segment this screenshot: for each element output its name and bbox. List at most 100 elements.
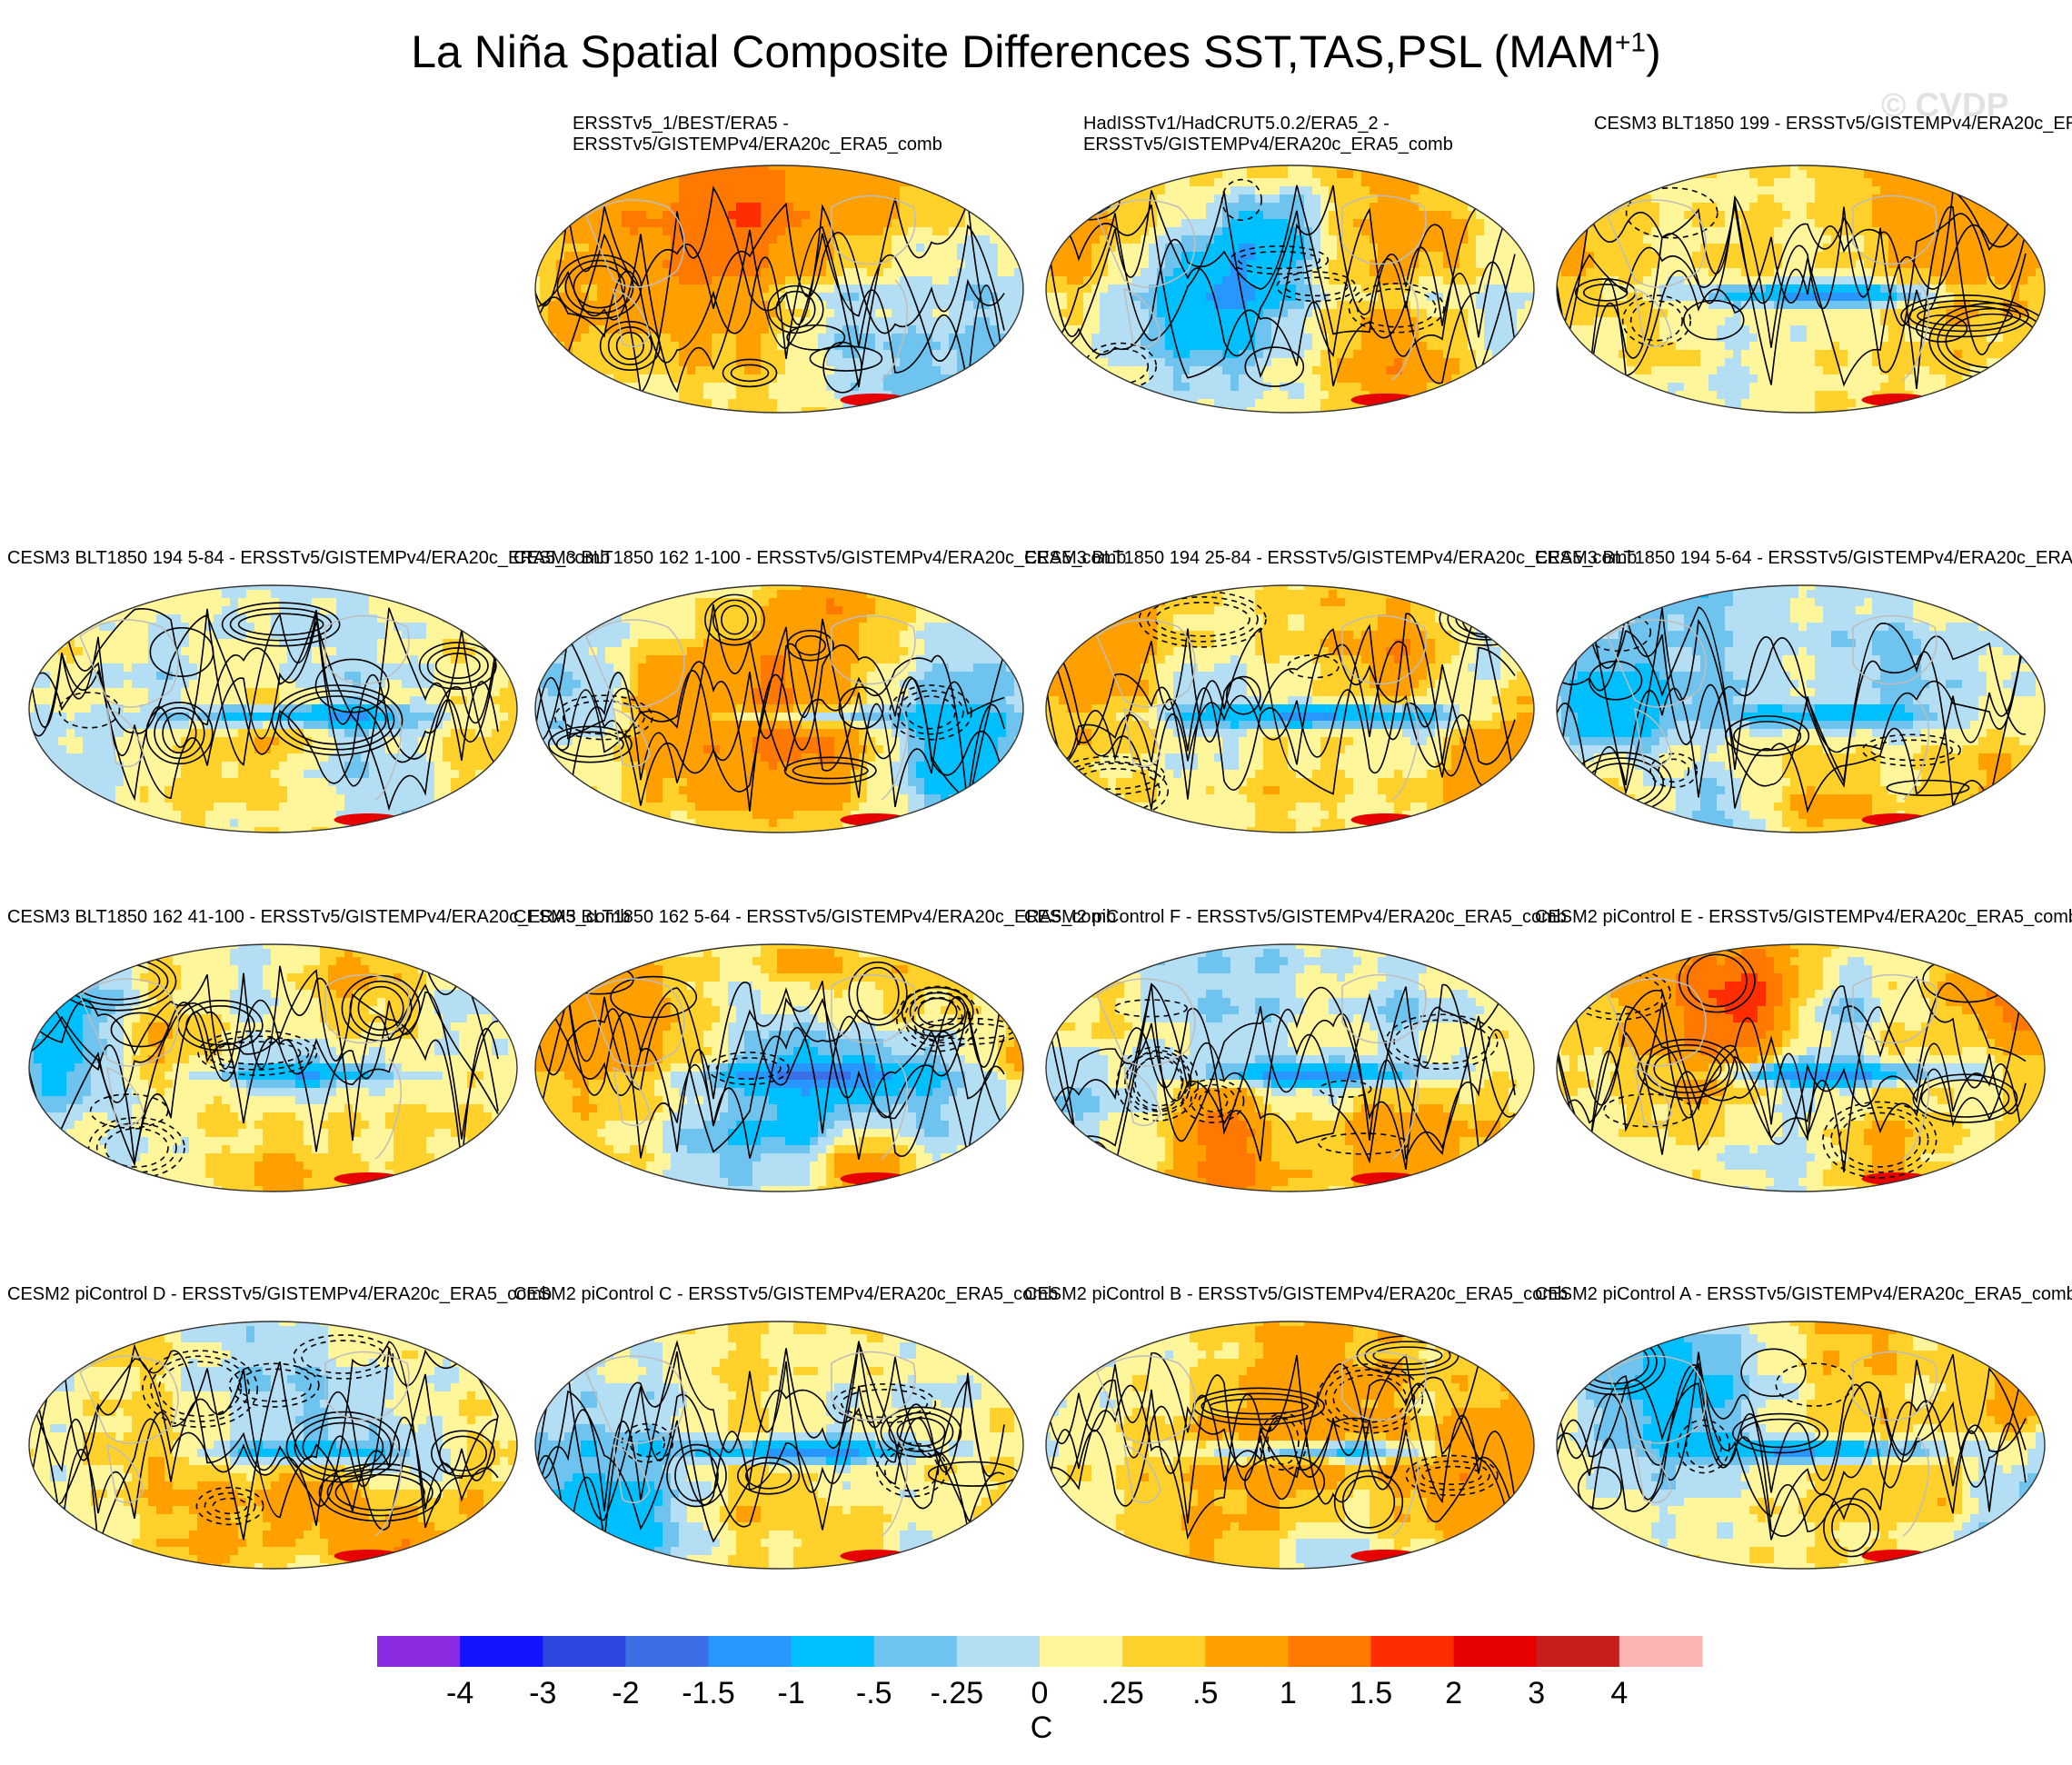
map-panel: [534, 1321, 1024, 1570]
coastlines: [585, 973, 916, 1160]
coastlines: [1607, 194, 1938, 381]
shaded-field: [1557, 585, 2045, 833]
panel-title: CESM2 piControl E - ERSSTv5/GISTEMPv4/ER…: [1535, 907, 2072, 927]
title-close: ): [1646, 26, 1661, 77]
colorbar-swatch: [1536, 1636, 1620, 1667]
coastlines: [79, 973, 410, 1160]
colorbar-swatch: [460, 1636, 543, 1667]
coastlines: [1096, 973, 1427, 1160]
colorbar-swatch: [1205, 1636, 1289, 1667]
colorbar-swatch: [1040, 1636, 1123, 1667]
title-superscript: +1: [1615, 27, 1646, 57]
shaded-field: [1557, 944, 2045, 1192]
colorbar-tick-label: -1.5: [682, 1676, 735, 1710]
colorbar-tick-label: 1.5: [1350, 1676, 1392, 1710]
colorbar-swatch: [543, 1636, 626, 1667]
colorbar-tick-label: 4: [1610, 1676, 1628, 1710]
colorbar-tick-label: -.5: [856, 1676, 892, 1710]
shaded-field: [1046, 165, 1534, 413]
colorbar-tick-label: -4: [446, 1676, 473, 1710]
panel-title: CESM2 piControl C - ERSSTv5/GISTEMPv4/ER…: [513, 1284, 1058, 1304]
map-panel: [534, 943, 1024, 1192]
shaded-field: [1046, 944, 1534, 1192]
watermark: © CVDP: [1881, 86, 2008, 125]
coastlines: [1607, 1351, 1938, 1537]
map-panel: [28, 1321, 518, 1570]
colorbar-tick-label: -1: [778, 1676, 805, 1710]
shaded-field: [1557, 165, 2045, 413]
coastlines: [1096, 614, 1427, 801]
shaded-field: [29, 944, 517, 1192]
coastlines: [585, 194, 916, 381]
shaded-field: [29, 585, 517, 833]
colorbar-tick-label: 1: [1280, 1676, 1297, 1710]
colorbar-swatch: [625, 1636, 709, 1667]
shaded-field: [535, 1321, 1023, 1569]
panel-title: CESM3 BLT1850 162 1-100 - ERSSTv5/GISTEM…: [513, 548, 1126, 568]
psl-contours: [29, 951, 499, 1179]
psl-contours: [1046, 968, 1516, 1170]
panel-title: CESM3 BLT1850 194 25-84 - ERSSTv5/GISTEM…: [1024, 548, 1637, 568]
colorbar-swatch: [1453, 1636, 1538, 1667]
coastlines: [1096, 1351, 1427, 1537]
colorbar-swatch: [1619, 1636, 1703, 1667]
colorbar-units: C: [1031, 1710, 1053, 1745]
shaded-field: [535, 944, 1023, 1192]
psl-contours: [1557, 606, 2027, 814]
coastlines: [79, 1351, 410, 1537]
colorbar-tick-label: 0: [1031, 1676, 1049, 1710]
map-panel: [28, 584, 518, 833]
panel-title: CESM2 piControl A - ERSSTv5/GISTEMPv4/ER…: [1535, 1284, 2072, 1304]
map-panel: [1045, 943, 1535, 1192]
panel-title: CESM3 BLT1850 194 5-64 - ERSSTv5/GISTEMP…: [1535, 548, 2072, 568]
panel-title: CESM2 piControl F - ERSSTv5/GISTEMPv4/ER…: [1024, 907, 1567, 927]
psl-contours: [1557, 948, 2027, 1179]
psl-contours: [535, 185, 1005, 394]
shaded-field: [1557, 1321, 2045, 1569]
colorbar-tick-label: .5: [1192, 1676, 1218, 1710]
panel-title: HadISSTv1/HadCRUT5.0.2/ERA5_2 -: [1083, 114, 1390, 134]
coastlines: [79, 614, 410, 801]
colorbar-swatch: [377, 1636, 461, 1667]
colorbar-tick-label: -2: [612, 1676, 639, 1710]
coastlines: [1607, 614, 1938, 801]
colorbar-swatch: [708, 1636, 792, 1667]
psl-contours: [1046, 1335, 1516, 1546]
psl-contours: [535, 1340, 1020, 1551]
shaded-field: [29, 1321, 517, 1569]
map-panel: [1045, 1321, 1535, 1570]
psl-contours: [29, 1334, 499, 1547]
colorbar-swatch: [1370, 1636, 1455, 1667]
colorbar-tick-label: .25: [1101, 1676, 1143, 1710]
map-panel: [28, 943, 518, 1192]
map-panel: [1556, 943, 2046, 1192]
map-panel: [1045, 165, 1535, 414]
colorbar-swatch: [1122, 1636, 1206, 1667]
psl-contours: [1557, 1328, 2027, 1558]
colorbar-swatch: [791, 1636, 875, 1667]
coastlines: [585, 1351, 916, 1537]
shaded-field: [535, 585, 1023, 833]
coastlines: [1607, 973, 1938, 1160]
panel-title: CESM2 piControl B - ERSSTv5/GISTEMPv4/ER…: [1024, 1284, 1568, 1304]
psl-contours: [29, 602, 499, 812]
panel-subtitle: ERSSTv5/GISTEMPv4/ERA20c_ERA5_comb: [573, 135, 942, 155]
map-panel: [1556, 584, 2046, 833]
coastlines: [1096, 194, 1427, 381]
colorbar-tick-label: -.25: [931, 1676, 984, 1710]
panel-title: CESM3 BLT1850 199 - ERSSTv5/GISTEMPv4/ER…: [1594, 114, 2072, 134]
colorbar-tick-label: 2: [1445, 1676, 1462, 1710]
map-panel: [534, 584, 1024, 833]
panel-title: CESM3 BLT1850 194 5-84 - ERSSTv5/GISTEMP…: [7, 548, 610, 568]
map-panel: [1556, 165, 2046, 414]
colorbar-swatch: [956, 1636, 1041, 1667]
coastlines: [585, 614, 916, 801]
title-text: La Niña Spatial Composite Differences SS…: [411, 26, 1615, 77]
colorbar-tick-label: 3: [1528, 1676, 1545, 1710]
colorbar-tick-label: -3: [529, 1676, 556, 1710]
panel-title: CESM2 piControl D - ERSSTv5/GISTEMPv4/ER…: [7, 1284, 552, 1304]
panel-title: CESM3 BLT1850 162 5-64 - ERSSTv5/GISTEMP…: [513, 907, 1116, 927]
shaded-field: [1046, 585, 1534, 833]
colorbar-swatch: [1288, 1636, 1371, 1667]
